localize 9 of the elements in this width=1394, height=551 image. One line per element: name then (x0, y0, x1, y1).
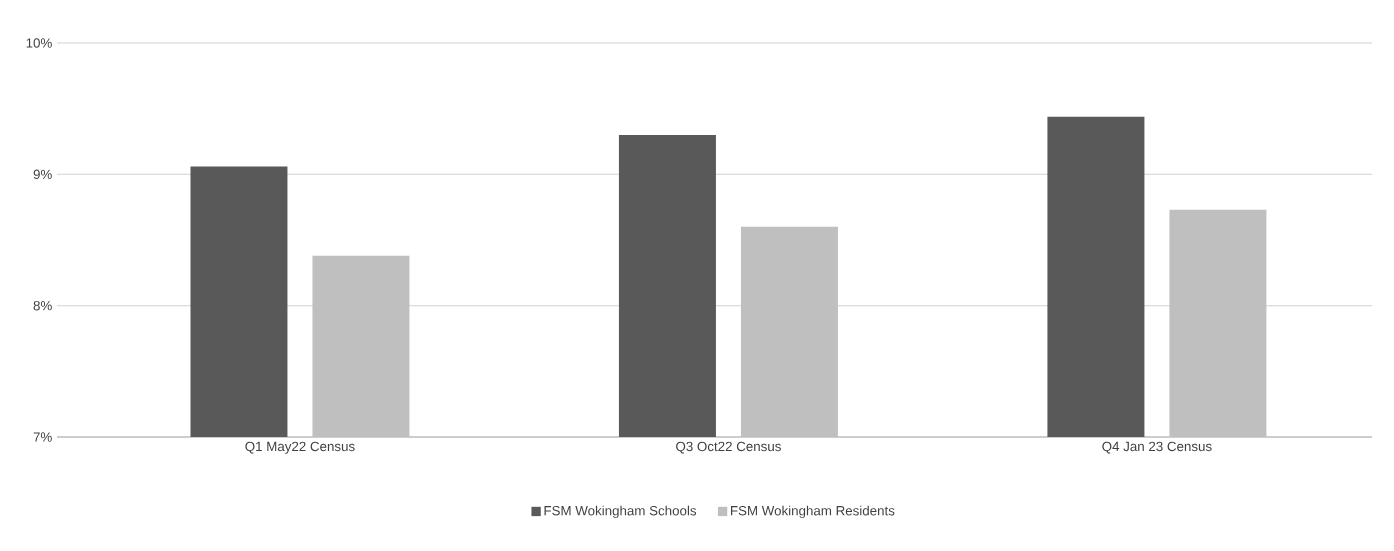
x-tick-label: Q1 May22 Census (245, 441, 355, 454)
y-tick-label: 7% (33, 432, 52, 442)
x-tick-label: Q4 Jan 23 Census (1102, 441, 1212, 454)
legend-label: FSM Wokingham Residents (731, 505, 895, 519)
legend-label: FSM Wokingham Schools (544, 505, 697, 519)
y-tick-label: 9% (33, 169, 52, 180)
y-tick-label: 8% (33, 300, 52, 311)
x-tick-label: Q3 Oct22 Census (676, 441, 781, 454)
y-tick-label: 10% (26, 38, 52, 48)
